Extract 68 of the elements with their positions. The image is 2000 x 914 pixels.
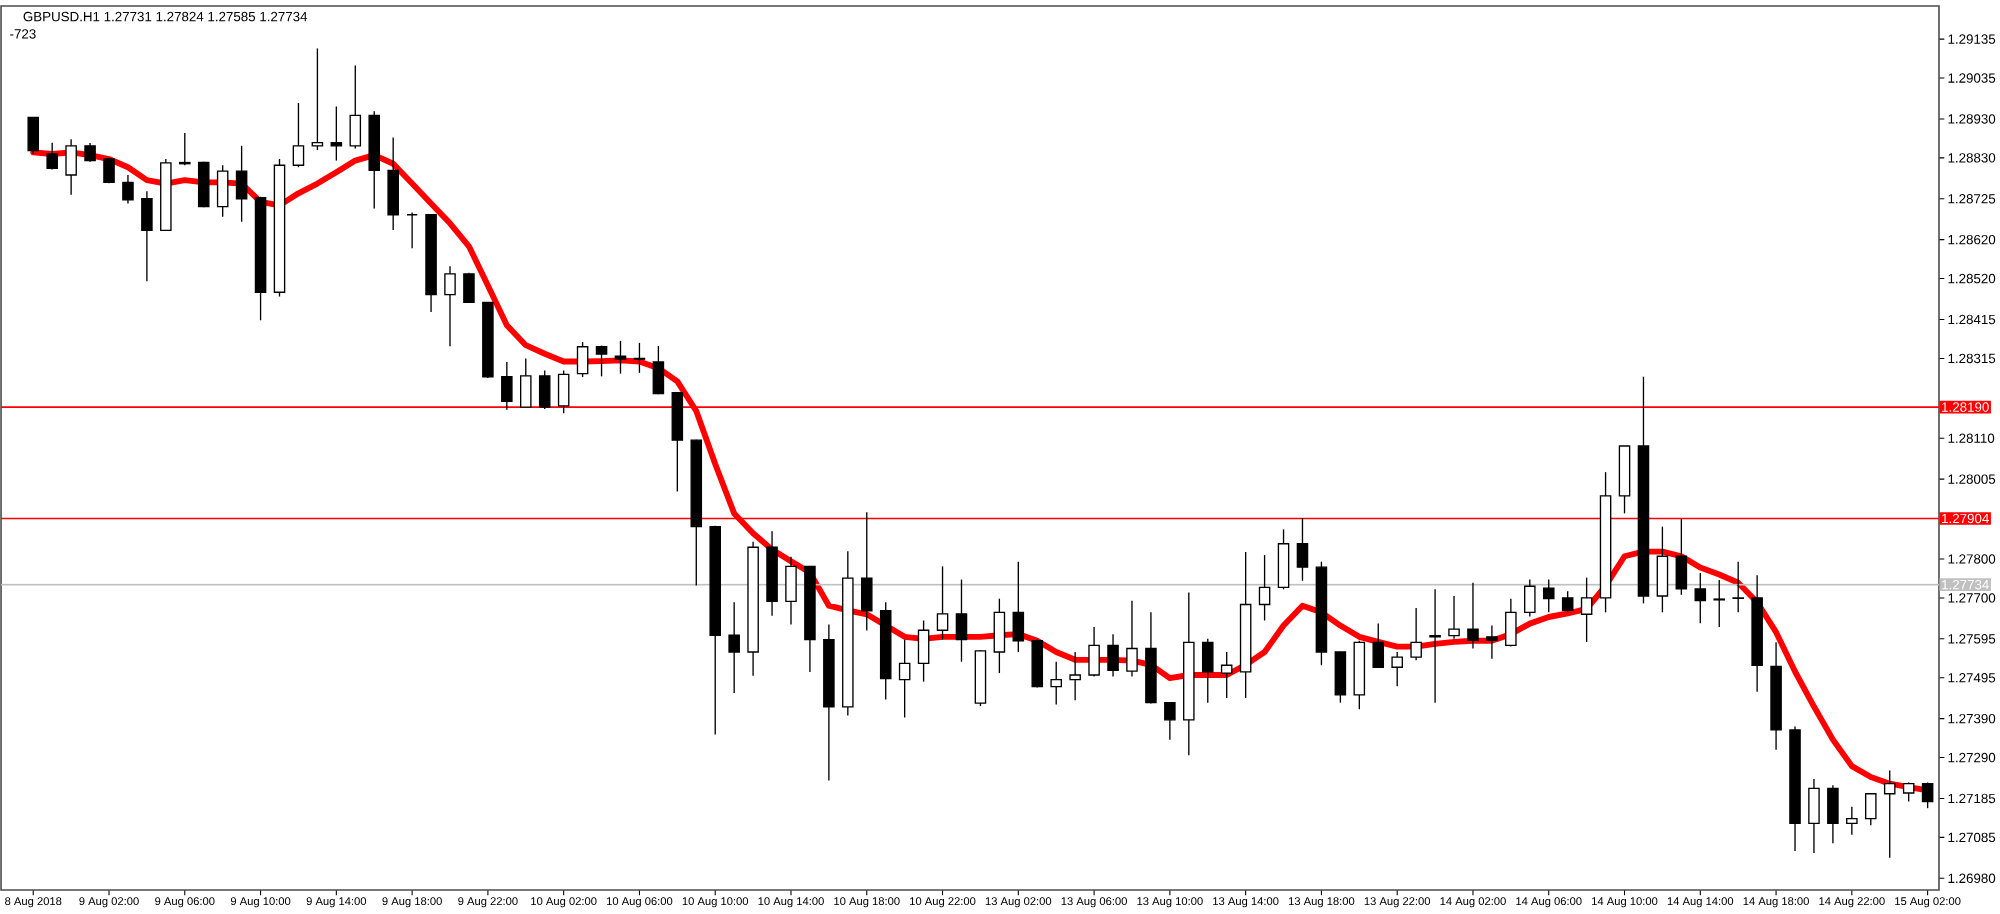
candlestick xyxy=(633,342,646,374)
candlestick xyxy=(444,265,456,348)
candlestick xyxy=(860,511,873,632)
candlestick xyxy=(1334,650,1347,704)
candlestick xyxy=(46,142,58,171)
candlestick xyxy=(1258,554,1271,622)
candlestick xyxy=(728,601,740,694)
candlestick xyxy=(27,116,40,155)
candlestick xyxy=(1088,626,1100,678)
candlestick xyxy=(1561,590,1574,613)
candlestick xyxy=(520,357,532,408)
candlestick xyxy=(1069,651,1081,701)
candlestick xyxy=(955,578,968,663)
candlestick xyxy=(387,136,399,231)
candlestick xyxy=(122,174,134,205)
candlestick xyxy=(1865,792,1877,826)
candlestick xyxy=(785,555,797,626)
candlestick xyxy=(1391,651,1403,687)
candlestick xyxy=(1277,528,1290,591)
candlestick xyxy=(1827,784,1839,844)
candlestick xyxy=(406,211,418,249)
candlestick xyxy=(576,341,589,378)
candlestick xyxy=(538,369,551,410)
candlestick xyxy=(1486,624,1498,660)
candlestick xyxy=(1694,572,1707,624)
candlestick xyxy=(84,142,96,163)
candlestick xyxy=(501,361,513,411)
candlestick xyxy=(1656,525,1669,613)
candlestick xyxy=(1410,607,1422,661)
candlestick xyxy=(1448,595,1460,640)
candlestick xyxy=(917,619,930,683)
candlestick xyxy=(349,64,362,150)
candlestick xyxy=(1467,582,1479,650)
candlestick xyxy=(65,138,77,196)
candlestick xyxy=(1883,769,1896,859)
candlestick xyxy=(141,190,153,282)
candlestick xyxy=(936,565,949,641)
candlestick xyxy=(1372,622,1385,669)
candlestick xyxy=(1050,661,1062,706)
candlestick xyxy=(1902,781,1915,803)
candlestick xyxy=(1505,598,1517,648)
candlestick xyxy=(993,598,1006,674)
candlestick xyxy=(1732,561,1744,613)
candlestick xyxy=(898,638,911,719)
candlestick xyxy=(1201,638,1214,704)
candlestick xyxy=(1846,805,1858,836)
candlestick xyxy=(595,344,608,377)
candlestick xyxy=(1921,781,1934,809)
candlestick xyxy=(1429,588,1441,704)
candlestick xyxy=(1675,518,1688,596)
candlestick xyxy=(1126,599,1138,678)
candlestick xyxy=(235,145,248,223)
candlestick xyxy=(1164,701,1176,741)
candlestick xyxy=(557,369,570,414)
candlestick xyxy=(1012,561,1025,653)
candlestick xyxy=(1713,579,1726,628)
candlestick xyxy=(1220,651,1233,699)
candlestick xyxy=(671,391,684,493)
candlestick xyxy=(1808,778,1820,854)
candlestick xyxy=(1296,517,1309,582)
candlestick xyxy=(216,164,229,218)
candlestick xyxy=(1107,633,1119,678)
candlestick xyxy=(1580,576,1593,643)
candlestick xyxy=(292,102,305,168)
candlestick xyxy=(614,340,627,375)
candlestick xyxy=(652,345,665,395)
candlestick xyxy=(1542,578,1555,613)
candlestick xyxy=(1524,578,1536,618)
